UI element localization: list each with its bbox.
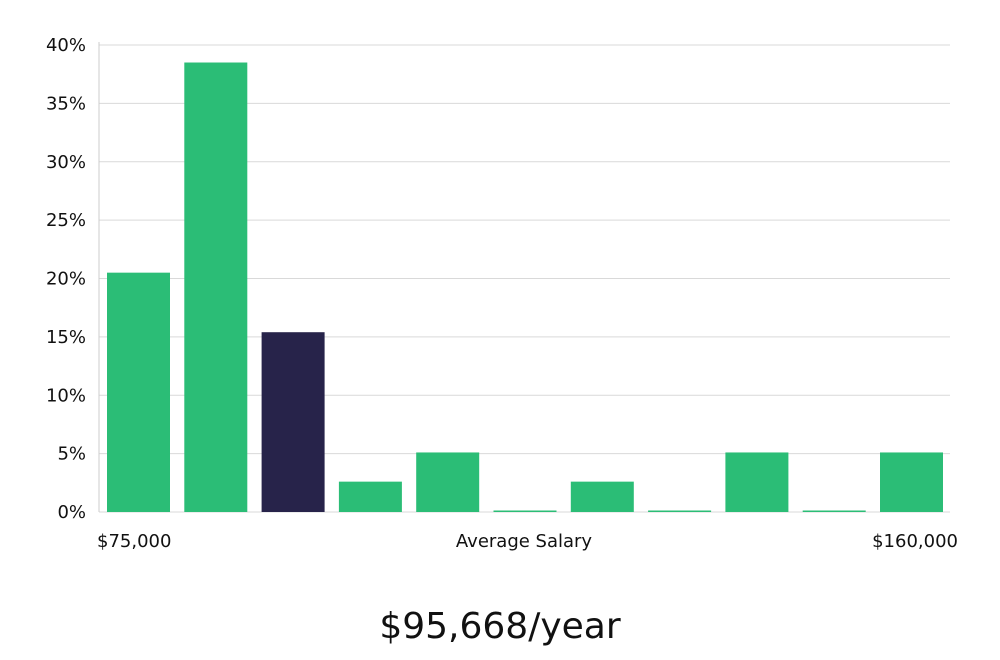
y-tick-label-20: 20%: [46, 269, 86, 290]
y-axis-ticks: 0% 5% 10% 15% 20% 25% 30% 35% 40%: [46, 35, 86, 523]
bar-9: [802, 510, 866, 512]
y-tick-label-10: 10%: [46, 385, 86, 406]
y-tick-label-5: 5%: [57, 444, 86, 465]
y-tick-label-40: 40%: [46, 35, 86, 56]
bar-8: [725, 452, 789, 512]
x-tick-label-right: $160,000: [872, 531, 958, 552]
bar-1: [184, 62, 248, 512]
bar-7: [648, 510, 712, 512]
y-tick-label-0: 0%: [57, 502, 86, 523]
x-axis-title: Average Salary: [456, 531, 593, 552]
y-tick-label-35: 35%: [46, 93, 86, 114]
bar-6: [570, 481, 634, 512]
y-tick-label-30: 30%: [46, 152, 86, 173]
bar-5: [493, 510, 557, 512]
bar-3: [338, 481, 402, 512]
x-tick-label-left: $75,000: [97, 531, 171, 552]
y-tick-label-15: 15%: [46, 327, 86, 348]
bar-highlighted-2: [261, 332, 325, 512]
salary-distribution-chart: 0% 5% 10% 15% 20% 25% 30% 35% 40% $75,000 Averag…: [46, 35, 958, 552]
y-tick-label-25: 25%: [46, 210, 86, 231]
bars: [107, 62, 943, 512]
bar-4: [416, 452, 480, 512]
bar-10: [880, 452, 943, 512]
bar-0: [107, 272, 170, 512]
average-salary-caption: $95,668/year: [379, 606, 621, 647]
